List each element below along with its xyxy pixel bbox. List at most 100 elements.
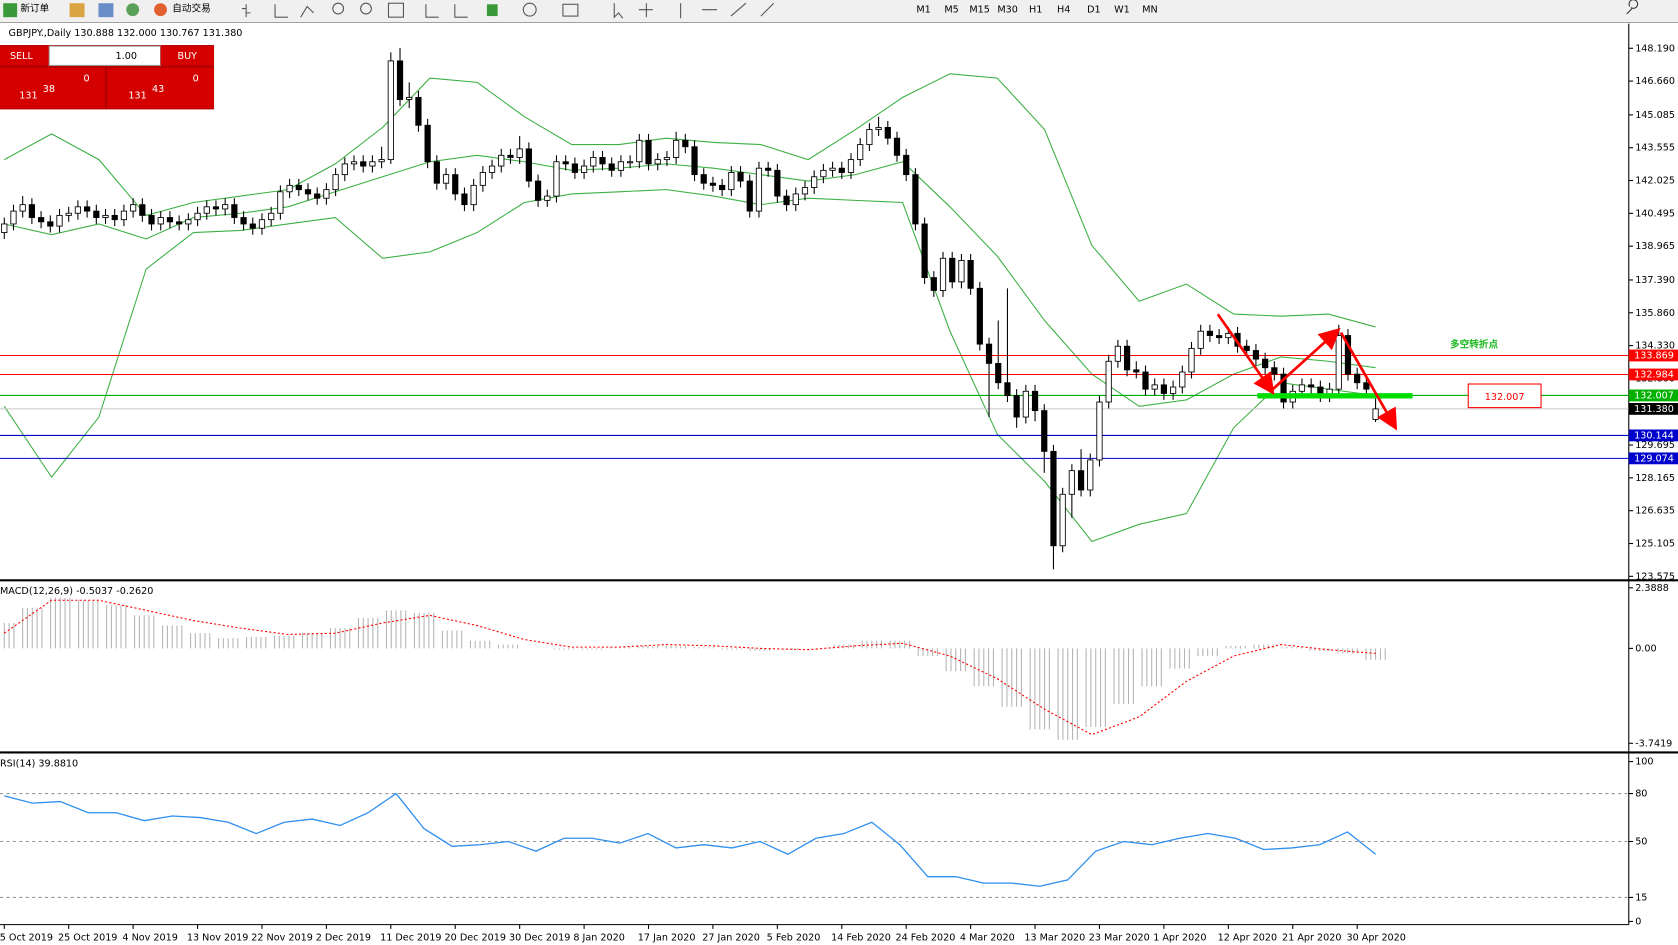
x-tick-label: 22 Nov 2019 — [251, 932, 313, 943]
x-tick-label: 17 Jan 2020 — [638, 932, 696, 943]
y-tick-label: 123.575 — [1635, 571, 1675, 582]
search-icon[interactable] — [1626, 0, 1639, 15]
candle-body — [875, 127, 882, 131]
y-tick-label: 128.165 — [1635, 473, 1675, 484]
timeframe-button[interactable]: M1 — [916, 5, 930, 16]
candle-body — [47, 221, 54, 227]
y-tick-label: 129.695 — [1635, 440, 1675, 451]
candle-body — [148, 214, 155, 225]
new-order-button[interactable]: 新订单 — [20, 3, 49, 15]
x-tick-label: 4 Nov 2019 — [122, 932, 177, 943]
y-tick-label: 145.085 — [1635, 110, 1675, 121]
buy-price-big[interactable]: 131 — [128, 90, 146, 101]
candle-body — [571, 163, 578, 173]
candle-body — [1271, 367, 1278, 375]
timeframe-button[interactable]: MN — [1142, 5, 1157, 16]
buy-price-button[interactable] — [107, 67, 215, 109]
candle-body — [194, 212, 201, 221]
candle-body — [958, 260, 965, 283]
candle-body — [212, 206, 220, 210]
toolbar-tools[interactable] — [241, 2, 775, 19]
candle-body — [1308, 384, 1315, 388]
candle-body — [1105, 360, 1112, 403]
candle-body — [130, 204, 137, 212]
timeframe-button[interactable]: D1 — [1087, 5, 1101, 16]
bollinger-lower — [3, 189, 1376, 543]
toolbar — [0, 0, 1678, 23]
candle-body — [636, 139, 643, 163]
sell-price-point[interactable]: 0 — [83, 73, 89, 84]
trend-arrow — [1270, 327, 1341, 392]
price-level-label: 129.074 — [1634, 453, 1674, 464]
x-tick-label: 25 Oct 2019 — [58, 932, 117, 943]
x-tick-label: 21 Apr 2020 — [1282, 932, 1341, 943]
buy-label[interactable]: BUY — [178, 51, 198, 62]
sell-price-button[interactable] — [0, 67, 105, 109]
timeframe-button[interactable]: H1 — [1029, 5, 1042, 16]
price-level-label: 132.007 — [1634, 390, 1674, 401]
buy-price-pips[interactable]: 43 — [152, 84, 164, 95]
timeframe-button[interactable]: W1 — [1114, 5, 1130, 16]
y-tick-label: 143.555 — [1635, 143, 1675, 154]
candle-body — [507, 154, 514, 158]
candle-body — [222, 204, 229, 210]
toolbar-icon[interactable] — [69, 3, 85, 18]
candle-body — [203, 206, 210, 214]
y-tick-label: 138.965 — [1635, 241, 1675, 252]
timeframe-button[interactable]: M15 — [969, 5, 990, 16]
toolbar-icon[interactable] — [126, 3, 140, 17]
price-level-tag — [1628, 429, 1678, 442]
candle-body — [231, 204, 238, 218]
auto-trading-icon[interactable] — [154, 3, 167, 17]
candle-body — [1335, 335, 1342, 390]
price-box — [1467, 383, 1542, 409]
candle-body — [176, 221, 183, 225]
candle-body — [939, 257, 947, 291]
candle-body — [28, 204, 35, 218]
lot-input[interactable] — [48, 45, 162, 66]
candle-body — [304, 189, 312, 195]
timeframe-button[interactable]: M5 — [944, 5, 958, 16]
lot-value[interactable]: 1.00 — [116, 51, 137, 62]
y-tick-label: 126.635 — [1635, 506, 1675, 517]
candle-body — [387, 60, 394, 161]
candle-body — [838, 167, 845, 173]
y-tick-label: 15 — [1635, 892, 1647, 903]
candle-body — [286, 184, 293, 193]
timeframe-button[interactable]: M30 — [997, 5, 1018, 16]
y-tick-label: 137.390 — [1635, 275, 1675, 286]
y-tick-label: 140.495 — [1635, 208, 1675, 219]
candle-body — [995, 362, 1002, 384]
macd-signal — [3, 599, 1376, 736]
timeframe-bar: M1 M5 M15 M30 H1 H4 D1 W1 MN — [916, 5, 1157, 16]
candle-body — [84, 206, 91, 212]
candle-body — [314, 193, 321, 199]
candle-body — [350, 161, 358, 165]
auto-trading-button[interactable]: 自动交易 — [172, 3, 210, 15]
buy-price-point[interactable]: 0 — [193, 73, 199, 84]
y-tick-label: 125.105 — [1635, 539, 1675, 550]
candle-body — [1087, 459, 1094, 491]
price-level-tag — [1628, 389, 1678, 402]
candle-body — [719, 184, 726, 191]
x-tick-label: 13 Mar 2020 — [1024, 932, 1085, 943]
candle-body — [498, 154, 505, 167]
macd-panel — [3, 597, 1386, 740]
toolbar-icon[interactable] — [98, 3, 114, 18]
sell-price-pips[interactable]: 38 — [43, 84, 55, 95]
candle-body — [1206, 330, 1214, 336]
new-order-icon[interactable] — [3, 3, 18, 18]
candle-body — [1133, 369, 1140, 373]
candle-body — [470, 184, 477, 206]
candle-body — [369, 161, 376, 167]
candle-body — [102, 214, 109, 218]
sell-price-big[interactable]: 131 — [19, 90, 37, 101]
candle-body — [1013, 395, 1020, 418]
sell-button[interactable] — [0, 46, 50, 66]
sell-label[interactable]: SELL — [10, 51, 34, 62]
price-level-label: 130.144 — [1634, 430, 1674, 441]
buy-button[interactable] — [160, 46, 215, 66]
candle-body — [912, 174, 919, 225]
candle-body — [580, 165, 588, 173]
timeframe-button[interactable]: H4 — [1057, 5, 1070, 16]
